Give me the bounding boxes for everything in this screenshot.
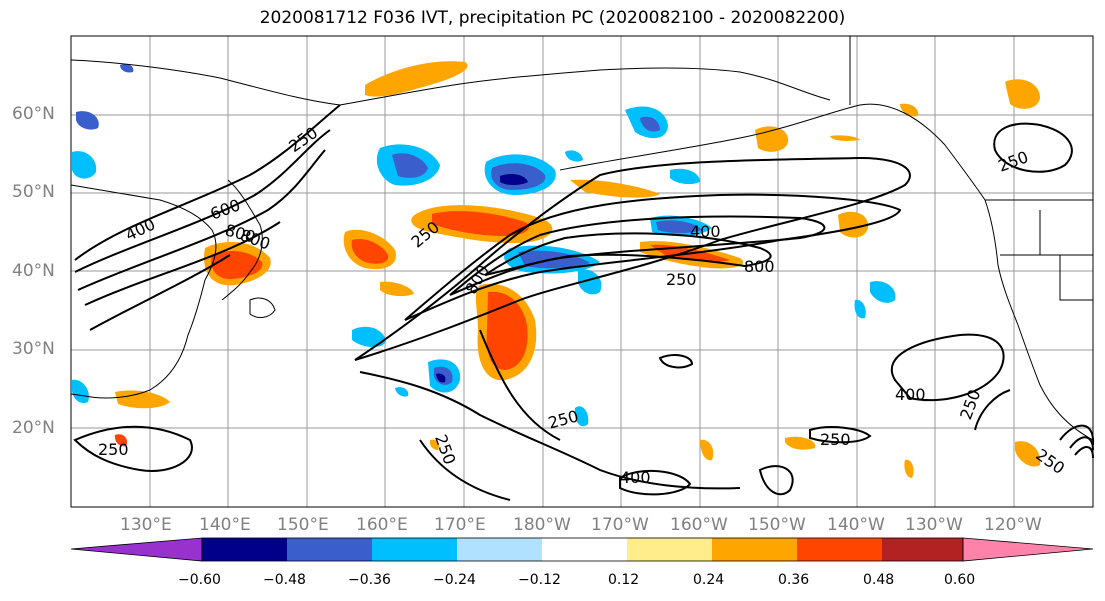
lon-label-140w: 140°W — [827, 515, 885, 535]
contour-label-400: 400 — [690, 222, 721, 241]
colorbar-tick-label: −0.36 — [348, 572, 391, 588]
lon-label-130w: 130°W — [905, 515, 963, 535]
contour-label-400: 400 — [620, 468, 651, 487]
lon-label-170e: 170°E — [434, 515, 486, 535]
colorbar-bin — [287, 538, 372, 561]
lon-label-150e: 150°E — [277, 515, 329, 535]
contour-label-250: 250 — [820, 430, 851, 449]
colorbar-bin — [797, 538, 882, 561]
contour-label-400: 400 — [895, 385, 926, 404]
colorbar-tick-label: 0.48 — [863, 572, 895, 588]
colorbar-bin — [457, 538, 542, 561]
colorbar-bin — [882, 538, 963, 561]
colorbar-frame — [201, 537, 964, 562]
precip-negative-shading — [72, 63, 896, 427]
colorbar-bin — [627, 538, 712, 561]
map-frame — [70, 35, 1094, 508]
colorbar-tick-label: −0.48 — [263, 572, 306, 588]
coastlines — [70, 36, 1094, 441]
lat-label-20n: 20°N — [12, 418, 55, 438]
lat-label-50n: 50°N — [12, 182, 55, 202]
contour-label-250: 250 — [98, 440, 129, 459]
colorbar-extend-max — [962, 537, 1094, 562]
ivt-contours — [73, 104, 1095, 501]
lat-label-40n: 40°N — [12, 261, 55, 281]
contour-label-800: 800 — [744, 257, 775, 276]
colorbar-bin — [542, 538, 627, 561]
colorbar-tick-label: 0.60 — [944, 572, 976, 588]
lon-label-170w: 170°W — [591, 515, 649, 535]
colorbar-tick-label: −0.60 — [178, 572, 221, 588]
lat-label-60n: 60°N — [12, 104, 55, 124]
colorbar-bin — [202, 538, 287, 561]
colorbar-tick-label: −0.12 — [518, 572, 561, 588]
lat-label-30n: 30°N — [12, 339, 55, 359]
lon-label-160e: 160°E — [356, 515, 408, 535]
colorbar-bin — [712, 538, 797, 561]
lon-label-140e: 140°E — [199, 515, 251, 535]
contour-label-250: 250 — [666, 270, 697, 289]
map-title: 2020081712 F036 IVT, precipitation PC (2… — [259, 8, 846, 28]
colorbar — [70, 537, 1094, 562]
colorbar-tick-label: 0.24 — [693, 572, 725, 588]
colorbar-tick-label: 0.12 — [608, 572, 640, 588]
lon-label-180w: 180°W — [513, 515, 571, 535]
lon-label-150w: 150°W — [748, 515, 806, 535]
lon-label-130e: 130°E — [120, 515, 172, 535]
colorbar-bin — [372, 538, 457, 561]
lon-label-160w: 160°W — [670, 515, 728, 535]
colorbar-tick-label: 0.36 — [778, 572, 810, 588]
colorbar-extend-min — [70, 537, 203, 562]
lon-label-120w: 120°W — [984, 515, 1042, 535]
colorbar-tick-label: −0.24 — [433, 572, 476, 588]
